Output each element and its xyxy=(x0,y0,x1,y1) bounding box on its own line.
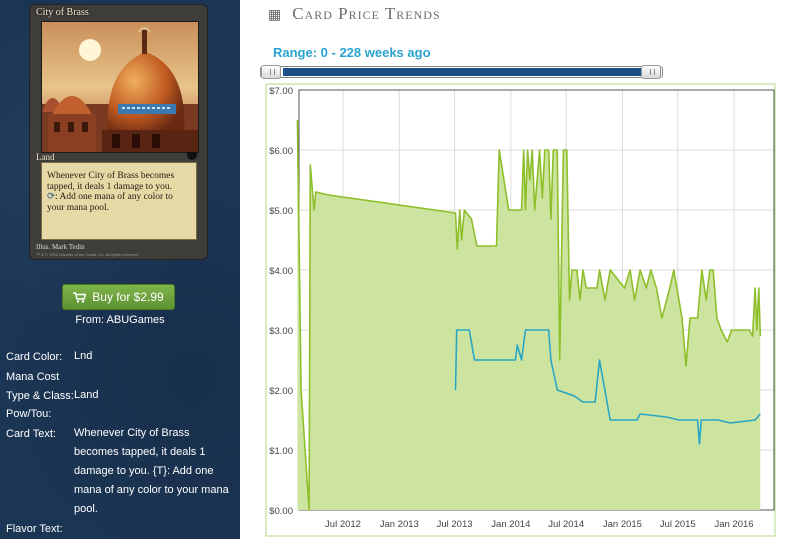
card-rules-text-2: : Add one mana of any color to your mana… xyxy=(47,192,173,213)
detail-value: Whenever City of Brass becomes tapped, i… xyxy=(74,427,229,515)
slider-handle-end[interactable] xyxy=(641,65,661,79)
detail-label: Mana Cost xyxy=(6,371,60,383)
detail-label: Card Color: xyxy=(6,351,63,363)
series-line-1 xyxy=(454,329,761,445)
price-chart: $0.00 $1.00 $2.00 $3.00 $4.00 $5.00 $6.00 $7.00… xyxy=(265,83,776,537)
detail-label: Card Text: xyxy=(6,428,56,440)
y-tick-label: $6.00 xyxy=(269,146,293,157)
cart-icon xyxy=(73,291,87,303)
y-tick-label: $5.00 xyxy=(269,206,293,217)
y-tick-label: $2.00 xyxy=(269,386,293,397)
x-tick-label: Jul 2013 xyxy=(437,519,473,530)
buy-button-label: Buy for $2.99 xyxy=(92,290,164,304)
sidebar: City of Brass xyxy=(0,0,240,539)
page-title: ▦ Card Price Trends xyxy=(268,4,441,23)
vendor-label: From: ABUGames xyxy=(75,314,165,326)
detail-label: Type & Class: xyxy=(6,390,74,402)
buy-button[interactable]: Buy for $2.99 xyxy=(62,284,175,310)
set-symbol-icon xyxy=(187,152,197,160)
x-tick-label: Jan 2014 xyxy=(491,519,530,530)
calendar-icon: ▦ xyxy=(268,8,283,23)
y-axis-labels: $0.00 $1.00 $2.00 $3.00 $4.00 $5.00 $6.00 $7.00 xyxy=(269,86,293,517)
y-tick-label: $4.00 xyxy=(269,266,293,277)
x-tick-label: Jan 2016 xyxy=(714,519,753,530)
chart-lines-layer xyxy=(296,119,762,511)
card-image: City of Brass xyxy=(29,4,208,260)
x-tick-label: Jan 2015 xyxy=(603,519,642,530)
series-line-0 xyxy=(296,119,762,511)
y-tick-label: $1.00 xyxy=(269,446,293,457)
y-tick-label: $0.00 xyxy=(269,506,293,517)
card-illustrator: Illus. Mark Tedin xyxy=(36,243,85,251)
series-area-0 xyxy=(297,120,761,510)
detail-value: Lnd xyxy=(74,350,93,362)
detail-value: Land xyxy=(74,389,99,401)
card-copyright: ™ & © 1995 Wizards of the Coast, Inc. Al… xyxy=(36,252,139,257)
y-tick-label: $3.00 xyxy=(269,326,293,337)
detail-label: Flavor Text: xyxy=(6,523,63,535)
range-slider[interactable] xyxy=(260,65,663,79)
card-name: City of Brass xyxy=(36,7,89,18)
detail-label: Pow/Tou: xyxy=(6,408,52,420)
y-tick-label: $7.00 xyxy=(269,86,293,97)
card-type-line: Land xyxy=(36,152,55,162)
range-label: Range: 0 - 228 weeks ago xyxy=(273,45,431,60)
slider-handle-start[interactable] xyxy=(261,65,281,79)
card-rules-box: Whenever City of Brass becomes tapped, i… xyxy=(41,162,197,240)
x-axis-labels: Jul 2012 Jan 2013 Jul 2013 Jan 2014 Jul 2014… xyxy=(325,519,754,530)
x-tick-label: Jul 2012 xyxy=(325,519,361,530)
x-tick-label: Jul 2014 xyxy=(548,519,584,530)
x-tick-label: Jan 2013 xyxy=(380,519,419,530)
tap-symbol-icon: ⟳ xyxy=(47,192,55,202)
card-rules-text: Whenever City of Brass becomes tapped, i… xyxy=(47,171,175,192)
x-tick-label: Jul 2015 xyxy=(660,519,696,530)
card-artwork xyxy=(41,21,199,153)
slider-range-fill xyxy=(283,68,642,76)
chart-area-layer xyxy=(297,120,761,510)
